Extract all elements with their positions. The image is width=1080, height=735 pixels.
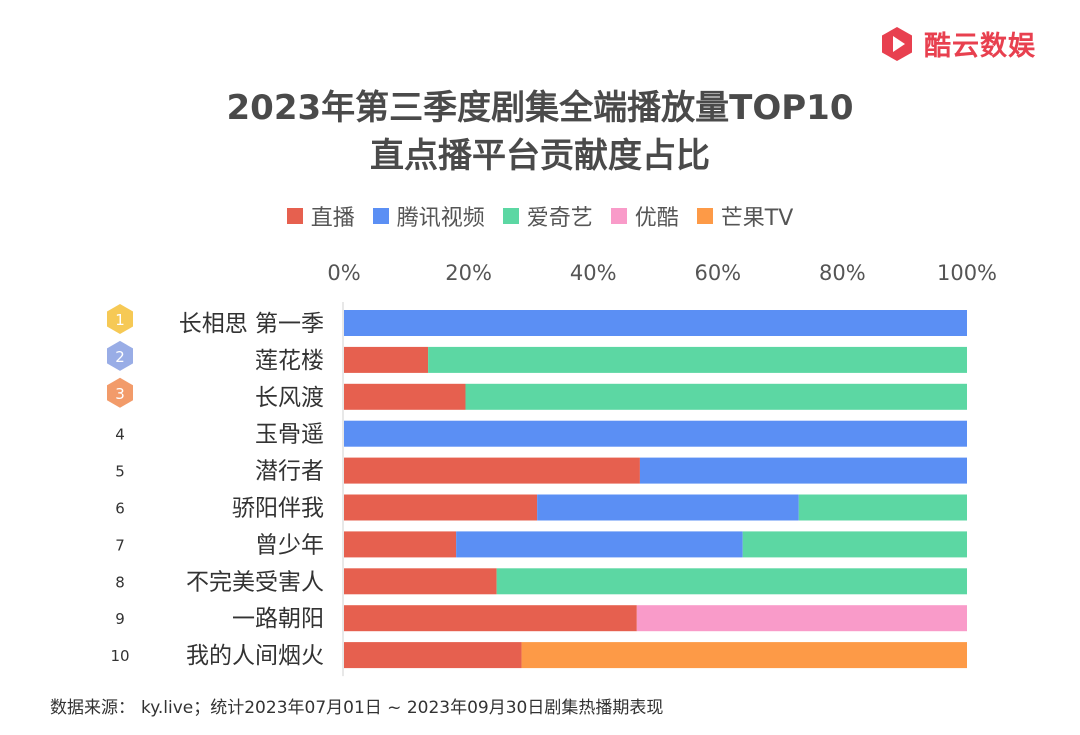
bar-segment [636,605,967,632]
bar-segment [344,457,640,484]
legend-swatch [502,208,519,224]
x-tick-label: 40% [570,261,617,285]
legend-swatch [696,208,713,224]
bar-segment [521,642,967,669]
category-label: 一路朝阳 [232,606,324,632]
bar-segment [537,494,799,521]
legend-label: 芒果TV [720,206,794,231]
legend-item: 爱奇艺 [502,200,593,232]
rank-badge [107,377,133,408]
rank-number: 7 [115,536,125,554]
category-label: 长风渡 [255,385,324,411]
legend-item: 直播 [286,200,355,232]
rank-number: 9 [115,610,125,628]
rank-number: 8 [115,573,125,591]
x-tick-label: 0% [327,261,360,285]
legend-label: 直播 [310,206,355,231]
source-label: 数据来源： [50,698,135,718]
bar-segment [639,457,967,484]
rank-number: 5 [115,463,125,481]
legend-swatch [372,208,389,224]
bar-segment [496,568,967,595]
rank-badge [107,304,133,334]
category-label: 莲花楼 [255,348,324,374]
bar-segment [344,642,522,669]
bar-segment [465,383,967,410]
bar-segment [344,420,967,447]
x-tick-label: 100% [937,261,997,285]
bar-segment [428,346,968,373]
bar-segment [456,531,743,558]
chart-legend: 直播 腾讯视频 爱奇艺 优酷 芒果TV [0,200,1080,232]
bar-segment [344,346,429,373]
x-tick-label: 60% [694,261,741,285]
x-tick-label: 20% [445,261,492,285]
legend-label: 爱奇艺 [526,206,593,231]
rank-number: 3 [115,385,125,403]
legend-item: 芒果TV [696,200,794,232]
rank-number: 1 [115,311,125,329]
legend-item: 优酷 [610,200,679,232]
rank-number: 10 [110,647,129,665]
legend-swatch [610,208,627,224]
rank-number: 2 [115,348,125,366]
category-label: 长相思 第一季 [179,311,324,337]
bar-segment [344,310,967,336]
rank-badge [107,340,133,371]
bar-segment [344,531,457,558]
rank-number: 6 [115,500,125,518]
chart-title-line2: 直点播平台贡献度占比 [370,136,710,176]
bar-segment [344,568,497,595]
play-hexagon-icon [882,26,912,61]
bar-segment [798,494,967,521]
x-tick-label: 80% [819,261,866,285]
category-label: 潜行者 [255,459,324,485]
data-source-note: 数据来源： ky.live；统计2023年07月01日 ~ 2023年09月30日… [50,693,663,718]
legend-item: 腾讯视频 [372,200,485,232]
legend-label: 优酷 [634,206,679,231]
brand-logo: 酷云数娱 [878,24,1036,63]
chart-title-line1: 2023年第三季度剧集全端播放量TOP10 [226,88,854,128]
category-label: 曾少年 [255,532,324,558]
brand-name: 酷云数娱 [924,31,1036,62]
category-label: 玉骨遥 [255,422,324,448]
category-label: 不完美受害人 [186,569,324,595]
legend-label: 腾讯视频 [396,206,485,231]
rank-number: 4 [115,426,125,444]
bar-segment [344,605,637,632]
bar-segment [344,383,466,410]
category-label: 我的人间烟火 [186,643,324,669]
category-label: 骄阳伴我 [232,496,324,522]
bar-segment [742,531,967,558]
source-text: ky.live；统计2023年07月01日 ~ 2023年09月30日剧集热播期… [141,698,664,718]
bar-segment [344,494,538,521]
legend-swatch [286,208,303,224]
